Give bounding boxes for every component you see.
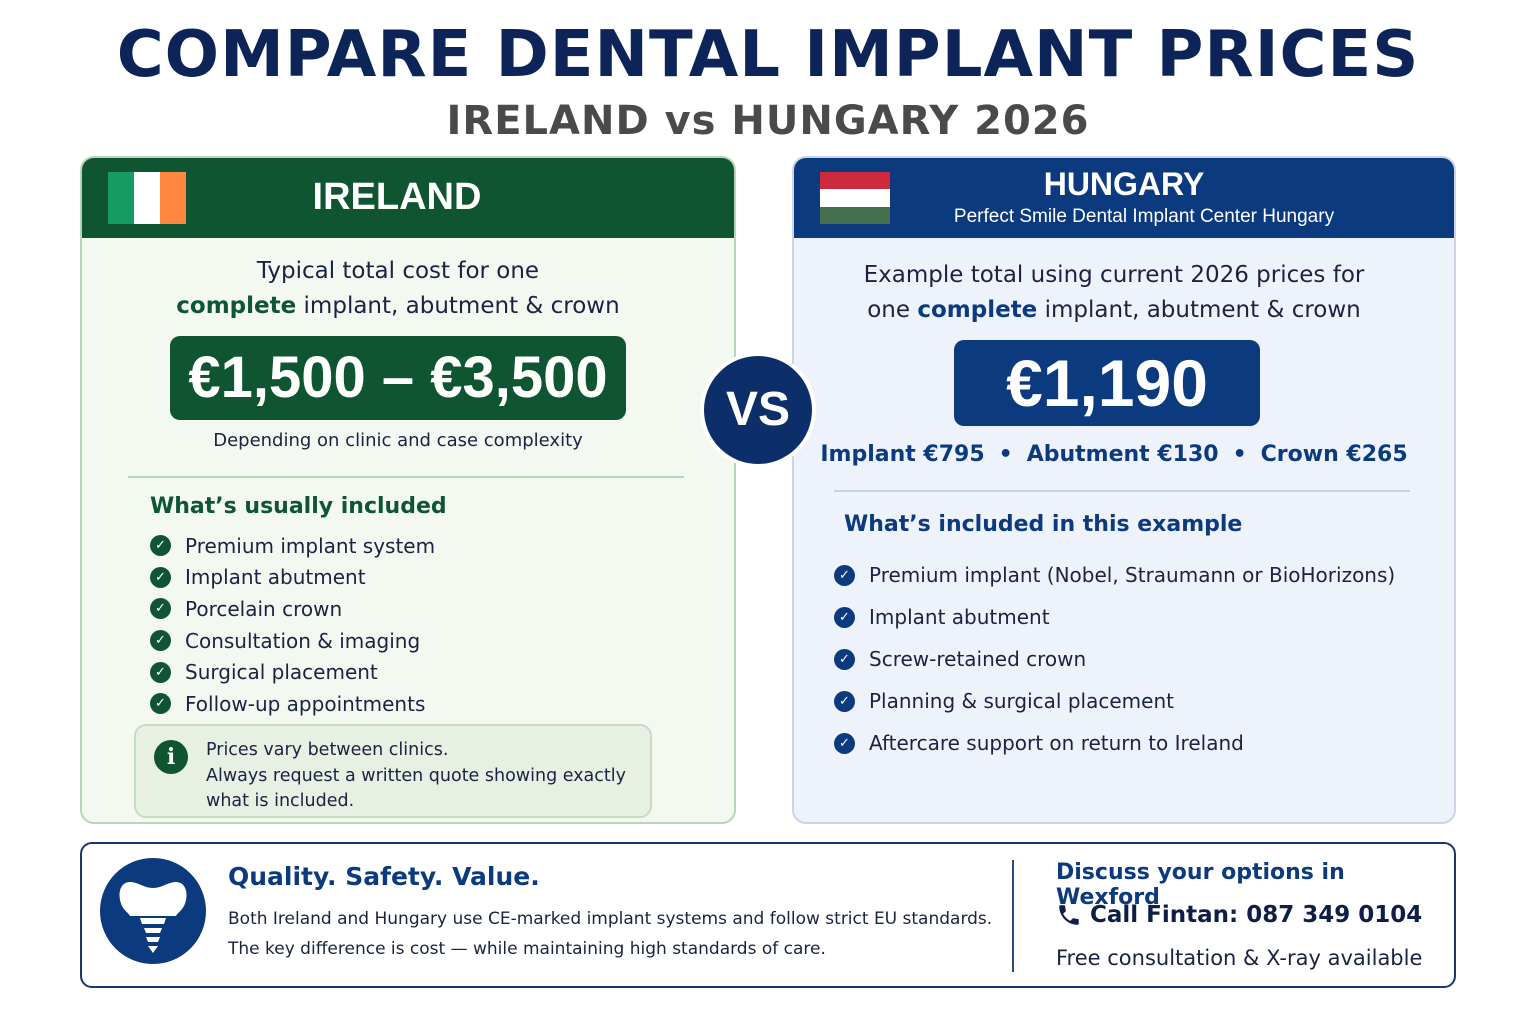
breakdown-abutment: Abutment €130 bbox=[1026, 442, 1219, 467]
ireland-included-title: What’s usually included bbox=[150, 494, 447, 519]
ireland-info-box: i Prices vary between clinics. Always re… bbox=[134, 724, 652, 818]
check-icon: ✓ bbox=[150, 693, 171, 715]
breakdown-implant: Implant €795 bbox=[820, 442, 985, 467]
discuss-title: Discuss your options in Wexford bbox=[1056, 860, 1345, 910]
ireland-info-text: Prices vary between clinics. Always requ… bbox=[206, 738, 626, 815]
list-item: ✓ Screw-retained crown bbox=[834, 638, 1395, 680]
ireland-flag-icon bbox=[108, 172, 186, 224]
hungary-price-breakdown: Implant €795 • Abutment €130 • Crown €265 bbox=[794, 442, 1434, 467]
page-title: COMPARE DENTAL IMPLANT PRICES bbox=[116, 18, 1420, 92]
check-icon: ✓ bbox=[834, 606, 855, 628]
info-line: Prices vary between clinics. bbox=[206, 740, 449, 760]
hungary-intro: Example total using current 2026 prices … bbox=[794, 258, 1434, 328]
list-item: ✓ Aftercare support on return to Ireland bbox=[834, 722, 1395, 764]
phone-icon bbox=[1059, 905, 1079, 925]
hungary-included-title: What’s included in this example bbox=[844, 512, 1243, 537]
check-icon: ✓ bbox=[150, 598, 171, 620]
list-item-label: Aftercare support on return to Ireland bbox=[869, 731, 1244, 755]
info-line: what is included. bbox=[206, 791, 355, 811]
hungary-clinic-name: Perfect Smile Dental Implant Center Hung… bbox=[953, 206, 1335, 227]
ireland-heading: IRELAND bbox=[312, 176, 482, 218]
call-link[interactable]: Call Fintan: 087 349 0104 bbox=[1056, 902, 1422, 928]
list-item-label: Surgical placement bbox=[185, 660, 378, 685]
breakdown-separator: • bbox=[998, 442, 1013, 467]
list-item: ✓ Planning & surgical placement bbox=[834, 680, 1395, 722]
check-icon: ✓ bbox=[834, 690, 855, 712]
list-item: ✓ Premium implant system bbox=[150, 530, 435, 562]
ireland-intro-line2: complete implant, abutment & crown bbox=[82, 289, 714, 324]
check-icon: ✓ bbox=[150, 566, 171, 588]
list-item: ✓ Porcelain crown bbox=[150, 593, 435, 625]
list-item-label: Premium implant (Nobel, Straumann or Bio… bbox=[869, 563, 1396, 587]
list-item: ✓ Implant abutment bbox=[834, 596, 1395, 638]
list-item-label: Consultation & imaging bbox=[185, 628, 421, 653]
hungary-divider bbox=[834, 490, 1410, 492]
hungary-price: €1,190 bbox=[954, 340, 1260, 426]
list-item-label: Follow-up appointments bbox=[185, 691, 426, 716]
breakdown-separator: • bbox=[1232, 442, 1247, 467]
list-item-label: Premium implant system bbox=[185, 533, 436, 558]
ireland-intro-rest: implant, abutment & crown bbox=[296, 293, 620, 319]
quality-title: Quality. Safety. Value. bbox=[228, 862, 540, 891]
list-item: ✓ Surgical placement bbox=[150, 656, 435, 688]
ireland-intro-strong: complete bbox=[176, 293, 297, 319]
list-item-label: Implant abutment bbox=[869, 605, 1050, 629]
info-icon: i bbox=[154, 740, 188, 774]
list-item-label: Planning & surgical placement bbox=[869, 689, 1174, 713]
hungary-panel: HUNGARY Perfect Smile Dental Implant Cen… bbox=[792, 156, 1456, 824]
check-icon: ✓ bbox=[834, 648, 855, 670]
footer-banner: Quality. Safety. Value. Both Ireland and… bbox=[80, 842, 1456, 988]
check-icon: ✓ bbox=[150, 630, 171, 652]
hungary-header: HUNGARY Perfect Smile Dental Implant Cen… bbox=[794, 158, 1454, 238]
list-item: ✓ Premium implant (Nobel, Straumann or Bi… bbox=[834, 554, 1395, 596]
quality-line: Both Ireland and Hungary use CE-marked i… bbox=[228, 909, 993, 929]
list-item-label: Screw-retained crown bbox=[869, 647, 1087, 671]
ireland-included-list: ✓ Premium implant system ✓ Implant abutmen… bbox=[150, 530, 435, 720]
ireland-intro-line1: Typical total cost for one bbox=[256, 258, 540, 284]
check-icon: ✓ bbox=[150, 535, 171, 557]
ireland-price: €1,500 – €3,500 bbox=[170, 336, 626, 420]
call-text: Call Fintan: 087 349 0104 bbox=[1090, 902, 1423, 928]
ireland-price-note: Depending on clinic and case complexity bbox=[213, 430, 583, 451]
ireland-panel: IRELAND Typical total cost for one compl… bbox=[80, 156, 736, 824]
breakdown-crown: Crown €265 bbox=[1260, 442, 1408, 467]
check-icon: ✓ bbox=[150, 661, 171, 683]
hungary-intro-line1: Example total using current 2026 prices … bbox=[863, 262, 1365, 288]
hungary-flag-icon bbox=[820, 172, 890, 224]
hungary-intro-pre: one bbox=[867, 297, 918, 323]
quality-line: The key difference is cost — while maint… bbox=[228, 939, 826, 959]
hungary-included-list: ✓ Premium implant (Nobel, Straumann or Bi… bbox=[834, 554, 1395, 764]
ireland-divider bbox=[128, 476, 684, 478]
check-icon: ✓ bbox=[834, 732, 855, 754]
page-subtitle: IRELAND vs HUNGARY 2026 bbox=[446, 98, 1090, 144]
hungary-intro-line2: one complete implant, abutment & crown bbox=[794, 293, 1434, 328]
tooth-implant-icon bbox=[100, 858, 206, 964]
ireland-intro: Typical total cost for one complete impl… bbox=[82, 254, 714, 324]
list-item: ✓ Implant abutment bbox=[150, 562, 435, 594]
hungary-intro-rest: implant, abutment & crown bbox=[1037, 297, 1361, 323]
list-item-label: Implant abutment bbox=[185, 565, 366, 590]
info-line: Always request a written quote showing e… bbox=[206, 765, 626, 786]
free-consultation-text: Free consultation & X-ray available bbox=[1056, 946, 1423, 970]
footer-divider bbox=[1012, 860, 1014, 972]
list-item-label: Porcelain crown bbox=[185, 596, 343, 621]
hungary-heading: HUNGARY bbox=[1043, 166, 1205, 202]
list-item: ✓ Consultation & imaging bbox=[150, 625, 435, 657]
quality-text: Both Ireland and Hungary use CE-marked i… bbox=[228, 904, 992, 964]
list-item: ✓ Follow-up appointments bbox=[150, 688, 435, 720]
check-icon: ✓ bbox=[834, 564, 855, 586]
ireland-header: IRELAND bbox=[82, 158, 734, 238]
hungary-intro-strong: complete bbox=[917, 297, 1038, 323]
vs-badge: VS bbox=[700, 352, 816, 468]
